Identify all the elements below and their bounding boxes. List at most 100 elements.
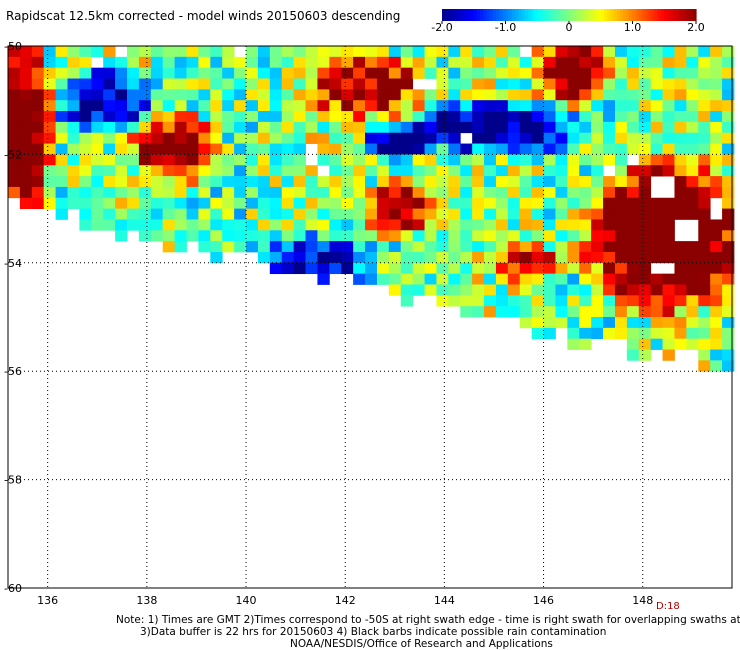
swath-cell — [210, 186, 223, 199]
x-axis-tick-labels: 136 138 140 142 144 146 148 — [37, 594, 653, 607]
swath-cell — [579, 143, 592, 155]
swath-cell — [614, 46, 628, 58]
swath-cell — [329, 230, 342, 242]
swath-cell — [626, 78, 640, 90]
swath-cell — [662, 306, 675, 318]
swath-cell — [400, 67, 414, 79]
colorbar-swatch — [607, 9, 611, 21]
swath-cell — [55, 100, 68, 112]
swath-cell — [281, 46, 295, 58]
swath-cell — [460, 284, 473, 296]
swath-cell — [710, 262, 723, 275]
swath-cell — [722, 360, 735, 372]
swath-cell — [591, 78, 604, 90]
swath-cell — [722, 111, 735, 123]
swath-cell — [412, 262, 425, 275]
chart-title: Rapidscat 12.5km corrected - model winds… — [6, 9, 400, 23]
swath-cell — [174, 111, 187, 123]
swath-cell — [662, 327, 675, 340]
swath-cell — [198, 176, 211, 188]
swath-cell — [365, 262, 378, 275]
swath-cell — [472, 219, 485, 231]
swath-cell — [591, 241, 604, 253]
swath-cell — [436, 121, 449, 134]
swath-cell — [567, 154, 580, 166]
swath-cell — [43, 176, 57, 188]
swath-cell — [674, 208, 687, 220]
swath-cell — [186, 219, 199, 231]
swath-cell — [412, 208, 425, 220]
swath-cell — [603, 251, 616, 264]
swath-cell — [376, 78, 390, 90]
swath-cell — [246, 111, 259, 123]
swath-cell — [603, 317, 616, 329]
swath-cell — [103, 89, 116, 101]
swath-cell — [567, 56, 580, 69]
swath-cell — [698, 154, 711, 166]
swath-cell — [484, 284, 497, 296]
swath-cell — [353, 78, 366, 90]
colorbar-tick-labels: -2.0 -1.0 0 1.0 2.0 — [431, 21, 705, 34]
swath-cell — [507, 100, 521, 112]
swath-cell — [472, 121, 485, 134]
swath-cell — [722, 295, 735, 307]
swath-cell — [91, 143, 104, 155]
swath-cell — [400, 295, 414, 307]
swath-cell — [436, 89, 449, 101]
swath-cell — [115, 56, 128, 69]
swath-cell — [638, 143, 652, 155]
swath-cell — [198, 121, 211, 134]
swath-cell — [281, 132, 295, 144]
swath-cell — [519, 273, 533, 285]
colorbar-swatch — [556, 9, 561, 21]
swath-cell — [388, 208, 402, 220]
swath-cell — [210, 208, 223, 220]
swath-cell — [341, 46, 354, 58]
swath-cell — [579, 208, 592, 220]
swath-cell — [543, 230, 556, 242]
swath-cell — [400, 100, 414, 112]
y-tick-label: -60 — [4, 582, 22, 595]
swath-cell — [674, 317, 687, 329]
colorbar-swatch — [683, 9, 688, 21]
swath-cell — [305, 241, 318, 253]
swath-cell — [507, 262, 521, 275]
swath-cell — [698, 251, 711, 264]
swath-cell — [674, 89, 687, 101]
swath-cell — [43, 197, 57, 209]
swath-cell — [579, 197, 592, 209]
swath-cell — [507, 89, 521, 101]
swath-cell — [103, 132, 116, 144]
swath-cell — [448, 56, 461, 69]
swath-cell — [495, 67, 509, 79]
swath-cell — [31, 89, 45, 101]
swath-cell — [698, 230, 711, 242]
swath-cell — [305, 208, 318, 220]
colorbar-swatch — [622, 9, 627, 21]
swath-cell — [138, 219, 152, 231]
swath-cell — [115, 186, 128, 199]
swath-cell — [91, 100, 104, 112]
swath-cell — [495, 56, 509, 69]
swath-cell — [412, 186, 425, 199]
swath-cell — [531, 89, 544, 101]
swath-cell — [591, 132, 604, 144]
swath-cell — [234, 121, 247, 134]
swath-cell — [31, 67, 45, 79]
colorbar-swatch — [692, 9, 697, 21]
swath-cell — [650, 241, 663, 253]
swath-cell — [269, 230, 283, 242]
swath-cell — [484, 121, 497, 134]
swath-cell — [31, 121, 45, 134]
swath-cell — [365, 251, 378, 264]
swath-cell — [246, 67, 259, 79]
swath-cell — [127, 208, 140, 220]
swath-cell — [246, 154, 259, 166]
swath-cell — [710, 186, 723, 199]
swath-cell — [507, 46, 521, 58]
colorbar-swatch — [540, 9, 545, 21]
swath-cell — [710, 306, 723, 318]
swath-cell — [614, 219, 628, 231]
swath-cell — [329, 165, 342, 177]
swath-cell — [365, 67, 378, 79]
